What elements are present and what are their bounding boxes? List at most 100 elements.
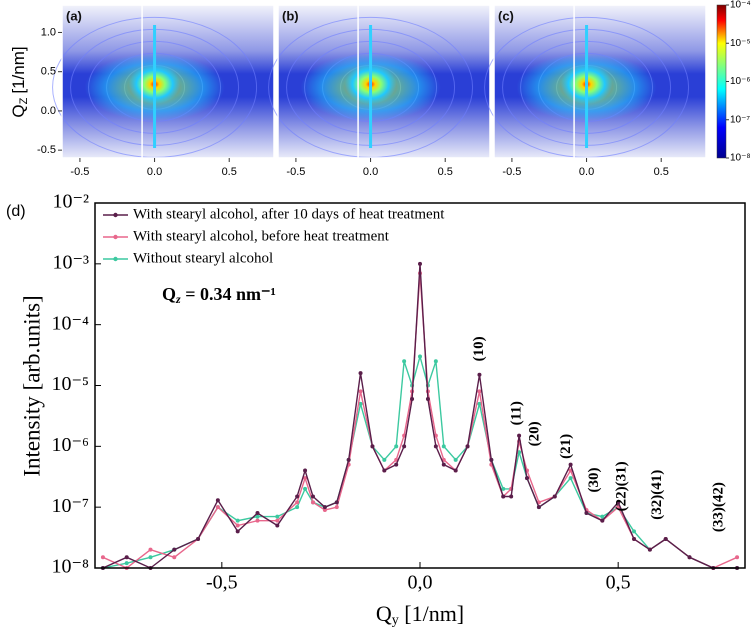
- colorbar-tick-label: 10⁻⁸: [730, 153, 751, 164]
- colorbar-tick-label: 10⁻⁷: [730, 114, 750, 125]
- data-point: [616, 500, 621, 505]
- data-point: [275, 523, 280, 528]
- peak-label: (30): [586, 467, 602, 492]
- data-point: [477, 389, 482, 394]
- peak-label: (11): [509, 401, 525, 425]
- data-point: [148, 547, 153, 552]
- data-point: [303, 476, 308, 481]
- data-point: [441, 444, 446, 449]
- data-point: [235, 523, 240, 528]
- y-tick-label: 1.0: [41, 26, 56, 38]
- data-point: [346, 457, 351, 462]
- peak-label: (10): [471, 336, 487, 361]
- data-point: [477, 401, 482, 406]
- x-tick-label: 0.0: [363, 166, 378, 178]
- data-point: [501, 486, 506, 491]
- specular-rod: [369, 25, 373, 148]
- panel-frame: [61, 4, 275, 159]
- data-point: [394, 444, 399, 449]
- x-tick-label: 0.5: [654, 166, 669, 178]
- y-tick-label: -0.5: [37, 144, 56, 156]
- data-point: [172, 547, 177, 552]
- data-point: [433, 444, 438, 449]
- label-part: [1/nm]: [9, 46, 28, 93]
- x-tick-label: 0,5: [606, 572, 631, 594]
- data-point: [235, 518, 240, 523]
- heatmap-panel: [268, 4, 491, 159]
- data-point: [525, 476, 530, 481]
- legend-label: With stearyl alcohol, before heat treatm…: [133, 228, 390, 244]
- data-point: [275, 514, 280, 519]
- data-point: [600, 514, 605, 519]
- data-point: [418, 261, 422, 266]
- data-point: [124, 555, 129, 560]
- data-point: [663, 536, 668, 541]
- data-point: [303, 468, 308, 473]
- data-point: [100, 555, 105, 560]
- label-sub: z: [175, 292, 181, 306]
- colorbar-tick-label: 10⁻⁵: [730, 38, 751, 49]
- data-point: [441, 462, 446, 467]
- data-point: [334, 505, 339, 510]
- label-sub: y: [392, 613, 399, 628]
- data-point: [255, 514, 260, 519]
- data-point: [600, 518, 605, 523]
- y-tick-label: 10⁻³: [52, 251, 89, 273]
- data-point: [647, 547, 652, 552]
- series-line: [102, 263, 738, 569]
- data-point: [310, 500, 315, 505]
- data-point: [358, 389, 363, 394]
- data-point: [433, 359, 438, 364]
- data-point: [310, 494, 315, 499]
- colorbar-tick-label: 10⁻⁶: [730, 76, 751, 87]
- data-point: [632, 536, 637, 541]
- x-tick-label: -0.5: [286, 166, 305, 178]
- legend-marker: [113, 256, 118, 262]
- y-tick-label: 0.0: [41, 105, 56, 117]
- data-point: [402, 444, 407, 449]
- data-point: [358, 401, 363, 406]
- data-point: [334, 500, 339, 505]
- y-tick-label: 0.5: [41, 66, 56, 78]
- y-tick-label: 10⁻⁴: [51, 312, 89, 334]
- peak-label: (20): [526, 421, 542, 446]
- colorbar-tick-label: 10⁻⁴: [730, 0, 751, 11]
- heatmap-panel: [484, 4, 707, 159]
- label-part: Q: [162, 284, 176, 304]
- specular-rod: [585, 25, 589, 148]
- x-tick-label: -0.5: [502, 166, 521, 178]
- x-tick-label: -0.5: [70, 166, 89, 178]
- peak-label: (22)(31): [614, 461, 630, 511]
- y-tick-label: 10⁻⁸: [51, 556, 89, 578]
- data-point: [255, 518, 260, 523]
- label-part: Q: [376, 601, 392, 626]
- data-point: [382, 457, 387, 462]
- data-point: [418, 354, 422, 359]
- data-point: [196, 536, 201, 541]
- heatmap-panel: [52, 4, 275, 159]
- peak-label: (21): [558, 434, 574, 459]
- legend-label: With stearyl alcohol, after 10 days of h…: [133, 206, 445, 222]
- colorbar: [716, 4, 727, 159]
- data-point: [235, 529, 240, 534]
- heatmap-y-label: QZ [1/nm]: [9, 46, 29, 117]
- data-point: [453, 457, 458, 462]
- data-point: [425, 396, 430, 401]
- annotation: Qz = 0.34 nm⁻¹: [162, 284, 276, 306]
- y-tick-label: 10⁻²: [52, 191, 89, 213]
- series-line: [102, 353, 738, 569]
- data-point: [568, 476, 573, 481]
- x-tick-label: 0.0: [579, 166, 594, 178]
- plot-frame: [94, 202, 746, 569]
- data-point: [453, 468, 458, 473]
- data-point: [402, 359, 407, 364]
- data-point: [477, 372, 482, 377]
- data-point: [295, 505, 300, 510]
- x-tick-label: 0.0: [147, 166, 162, 178]
- panel-frame: [493, 4, 707, 159]
- x-axis-label: Qy [1/nm]: [376, 601, 464, 628]
- data-point: [501, 494, 506, 499]
- x-tick-label: 0,0: [408, 572, 433, 594]
- data-point: [358, 371, 363, 376]
